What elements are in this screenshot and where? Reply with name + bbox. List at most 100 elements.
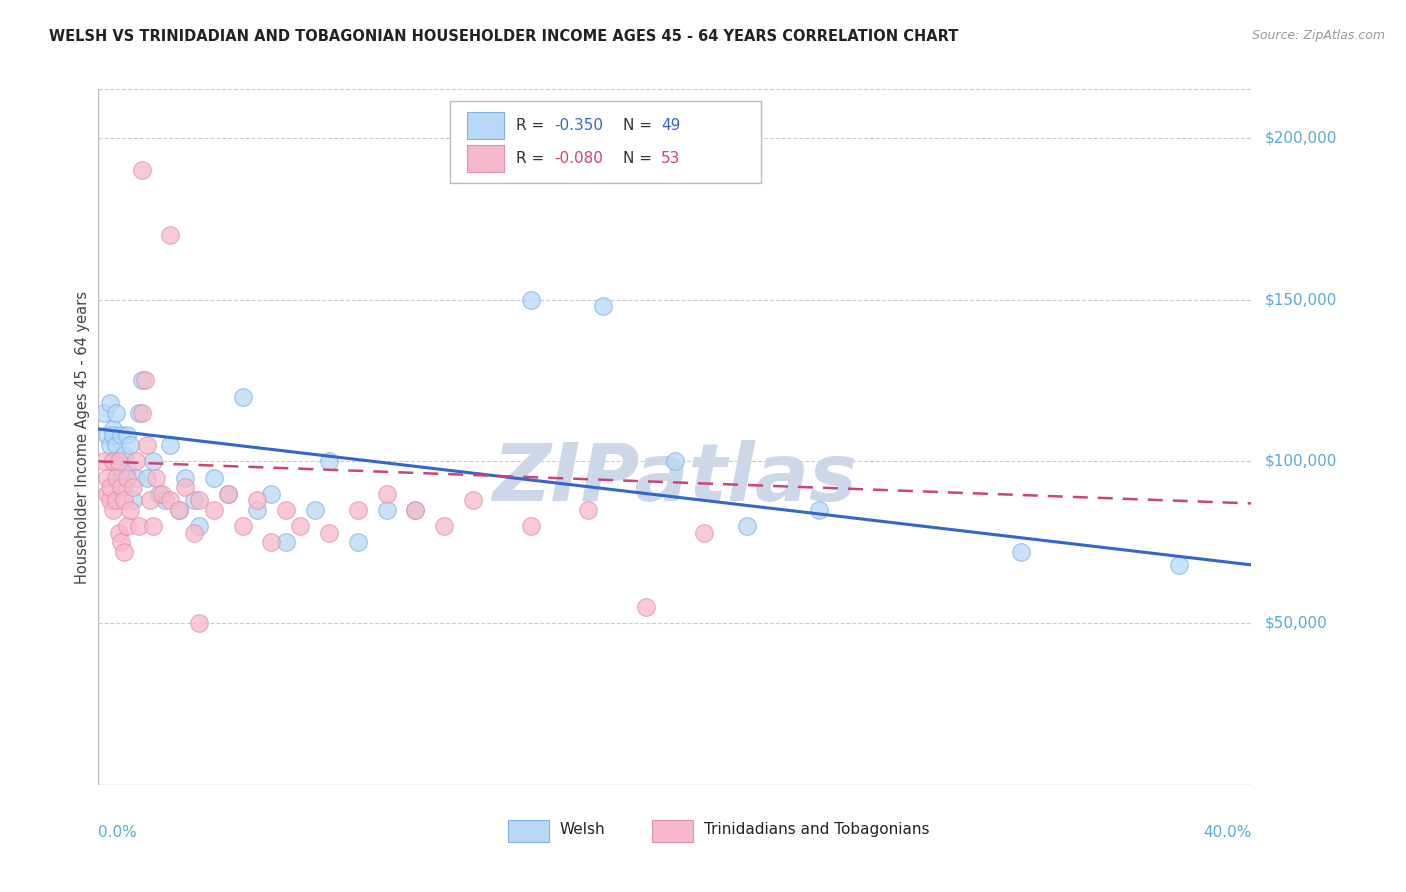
Point (107, 525, 129, 540)
Point (578, 503, 600, 517)
Text: N =: N = (623, 118, 657, 133)
Point (735, 519, 758, 533)
Text: -0.350: -0.350 (554, 118, 603, 133)
Point (128, 519, 150, 533)
Point (153, 493, 176, 508)
Point (346, 503, 368, 517)
Text: N =: N = (623, 151, 657, 166)
Point (93, 406, 115, 420)
Point (188, 616, 211, 631)
Point (122, 493, 145, 508)
Point (101, 503, 124, 517)
Point (304, 503, 326, 517)
Point (98, 480, 121, 494)
Text: $150,000: $150,000 (1265, 292, 1337, 307)
Point (98, 438, 121, 452)
Point (636, 599, 658, 614)
Point (110, 535, 132, 549)
Point (231, 390, 254, 404)
Point (159, 438, 181, 452)
Text: -0.080: -0.080 (554, 151, 603, 166)
Point (104, 493, 127, 508)
Point (142, 519, 165, 533)
Point (148, 486, 170, 500)
Point (107, 460, 129, 475)
Point (117, 519, 139, 533)
Point (318, 525, 340, 540)
FancyBboxPatch shape (652, 820, 693, 842)
Point (188, 493, 211, 508)
Point (217, 486, 239, 500)
Point (1168, 558, 1191, 572)
Point (520, 519, 543, 533)
Point (183, 525, 205, 540)
Point (188, 519, 211, 533)
Point (112, 545, 135, 559)
FancyBboxPatch shape (450, 101, 762, 183)
Point (110, 480, 132, 494)
Point (104, 438, 127, 452)
Point (202, 470, 225, 484)
Text: 53: 53 (661, 151, 681, 166)
Text: $50,000: $50,000 (1265, 615, 1329, 631)
Point (122, 480, 145, 494)
Point (98, 493, 121, 508)
Point (134, 374, 156, 388)
Point (231, 519, 254, 533)
Point (107, 454, 129, 468)
Point (461, 493, 484, 508)
Point (274, 535, 297, 549)
Point (125, 470, 148, 484)
Point (1010, 545, 1032, 559)
Point (136, 470, 159, 484)
Point (112, 448, 135, 462)
Point (375, 486, 398, 500)
FancyBboxPatch shape (467, 145, 505, 172)
Text: $200,000: $200,000 (1265, 130, 1337, 145)
Point (139, 493, 162, 508)
Point (128, 406, 150, 420)
Point (125, 454, 148, 468)
Point (274, 503, 297, 517)
Point (120, 438, 142, 452)
Point (96, 470, 118, 484)
Point (145, 470, 167, 484)
Point (131, 163, 153, 178)
Text: R =: R = (516, 118, 548, 133)
Point (592, 299, 614, 313)
Point (131, 374, 153, 388)
Point (260, 486, 283, 500)
FancyBboxPatch shape (508, 820, 550, 842)
Point (217, 486, 239, 500)
Point (246, 493, 269, 508)
Point (159, 493, 181, 508)
Point (131, 406, 153, 420)
Point (117, 460, 139, 475)
Point (110, 428, 132, 442)
Point (693, 525, 716, 540)
Point (101, 422, 124, 436)
Text: R =: R = (516, 151, 548, 166)
Text: 49: 49 (661, 118, 681, 133)
Point (167, 503, 190, 517)
Point (346, 535, 368, 549)
Point (101, 428, 124, 442)
Point (110, 470, 132, 484)
Point (107, 454, 129, 468)
Point (136, 438, 159, 452)
Point (96, 486, 118, 500)
Point (159, 227, 181, 242)
Point (101, 454, 124, 468)
Point (246, 503, 269, 517)
Point (101, 454, 124, 468)
Point (808, 503, 831, 517)
Point (167, 503, 190, 517)
Point (405, 503, 427, 517)
Y-axis label: Householder Income Ages 45 - 64 years: Householder Income Ages 45 - 64 years (75, 291, 90, 583)
Point (142, 454, 165, 468)
Point (520, 293, 543, 307)
Text: Welsh: Welsh (560, 822, 605, 837)
Point (112, 493, 135, 508)
Point (120, 503, 142, 517)
Point (318, 454, 340, 468)
